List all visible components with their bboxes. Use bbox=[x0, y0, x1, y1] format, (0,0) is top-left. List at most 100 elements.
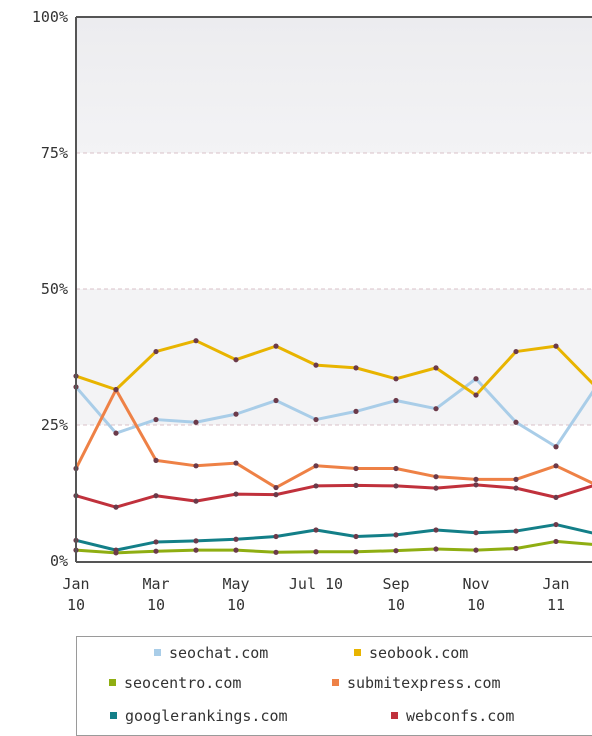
data-point bbox=[313, 362, 319, 368]
x-tick-label: Jul 10 bbox=[289, 575, 343, 593]
series bbox=[73, 521, 592, 553]
data-point bbox=[233, 547, 239, 553]
legend: seochat.com seobook.com seocentro.com su… bbox=[76, 636, 592, 736]
data-point bbox=[513, 476, 519, 482]
legend-item: seocentro.com bbox=[109, 673, 241, 693]
legend-label-googlerankings: googlerankings.com bbox=[125, 707, 288, 725]
x-tick-label: 10 bbox=[67, 596, 85, 614]
series-line bbox=[74, 377, 592, 449]
x-axis-ticks: Jan 10 Mar 10 May 10 Jul 10 Sep 10 Nov 10 Jan 11 bbox=[62, 575, 569, 614]
legend-swatch-googlerankings bbox=[110, 712, 117, 719]
data-point bbox=[313, 483, 319, 489]
data-point bbox=[313, 549, 319, 555]
y-tick-label: 25% bbox=[41, 416, 68, 434]
legend-swatch-seochat bbox=[154, 649, 161, 656]
data-point bbox=[353, 465, 359, 472]
data-point bbox=[153, 348, 159, 355]
data-point bbox=[553, 444, 559, 450]
data-point bbox=[433, 546, 439, 552]
data-point bbox=[393, 397, 399, 404]
data-point bbox=[153, 457, 159, 463]
legend-swatch-webconfs bbox=[391, 712, 398, 719]
data-point bbox=[193, 538, 199, 544]
series-line bbox=[74, 339, 592, 397]
series-line bbox=[74, 388, 592, 490]
data-point bbox=[193, 419, 199, 425]
data-point bbox=[193, 498, 199, 504]
data-point bbox=[513, 545, 519, 552]
data-point bbox=[153, 416, 159, 423]
y-tick-label: 75% bbox=[41, 144, 68, 162]
legend-label-submitexpress: submitexpress.com bbox=[347, 674, 501, 692]
data-point bbox=[473, 376, 479, 382]
gridlines bbox=[76, 152, 592, 426]
data-point bbox=[113, 504, 119, 510]
legend-label-seocentro: seocentro.com bbox=[124, 674, 242, 692]
series-line bbox=[74, 483, 592, 509]
x-tick-label: 10 bbox=[467, 596, 485, 614]
legend-item: googlerankings.com bbox=[110, 706, 288, 726]
data-point bbox=[113, 547, 119, 553]
data-point bbox=[193, 463, 199, 469]
data-point bbox=[233, 536, 239, 542]
data-point bbox=[313, 463, 319, 469]
y-tick-label: 0% bbox=[50, 552, 68, 570]
data-point bbox=[273, 343, 279, 349]
x-tick-label: Nov bbox=[462, 575, 489, 593]
x-tick-label: Jan bbox=[62, 575, 89, 593]
legend-item: webconfs.com bbox=[391, 706, 514, 726]
data-point bbox=[513, 485, 519, 491]
data-point bbox=[273, 533, 279, 540]
series-line bbox=[74, 523, 592, 552]
data-point bbox=[473, 482, 479, 488]
legend-item: seobook.com bbox=[354, 643, 468, 663]
y-tick-label: 100% bbox=[32, 8, 68, 26]
data-point bbox=[513, 528, 519, 534]
series-line bbox=[74, 539, 592, 555]
data-point bbox=[473, 476, 479, 482]
x-tick-label: Mar bbox=[142, 575, 169, 593]
legend-swatch-seobook bbox=[354, 649, 361, 656]
data-point bbox=[473, 392, 479, 398]
y-axis-ticks: 0% 25% 50% 75% 100% bbox=[32, 8, 68, 570]
data-point bbox=[233, 460, 239, 466]
data-point bbox=[393, 465, 399, 472]
data-point bbox=[433, 485, 439, 491]
data-point bbox=[113, 430, 119, 436]
data-point bbox=[353, 482, 359, 488]
data-point bbox=[353, 365, 359, 371]
data-point bbox=[433, 406, 439, 412]
x-tick-label: 10 bbox=[387, 596, 405, 614]
data-point bbox=[113, 387, 119, 393]
data-point bbox=[153, 548, 159, 554]
data-point bbox=[273, 484, 279, 491]
series bbox=[73, 538, 592, 556]
data-point bbox=[393, 483, 399, 489]
data-point bbox=[353, 549, 359, 555]
series bbox=[73, 387, 592, 491]
plot-band-lower bbox=[76, 289, 592, 425]
data-point bbox=[433, 365, 439, 371]
data-point bbox=[553, 538, 559, 545]
series-layer bbox=[73, 338, 592, 556]
data-point bbox=[273, 549, 279, 555]
data-point bbox=[233, 491, 239, 497]
data-point bbox=[393, 532, 399, 538]
data-point bbox=[473, 547, 479, 553]
data-point bbox=[313, 416, 319, 423]
legend-label-seochat: seochat.com bbox=[169, 644, 269, 662]
series bbox=[73, 376, 592, 450]
y-tick-label: 50% bbox=[41, 280, 68, 298]
data-point bbox=[233, 357, 239, 363]
data-point bbox=[393, 376, 399, 382]
data-point bbox=[553, 463, 559, 469]
data-point bbox=[193, 338, 199, 344]
data-point bbox=[513, 348, 519, 355]
x-tick-label: 10 bbox=[147, 596, 165, 614]
legend-swatch-seocentro bbox=[109, 679, 116, 686]
data-point bbox=[553, 494, 559, 500]
data-point bbox=[353, 408, 359, 414]
data-point bbox=[313, 527, 319, 533]
data-point bbox=[473, 530, 479, 536]
data-point bbox=[553, 521, 559, 528]
